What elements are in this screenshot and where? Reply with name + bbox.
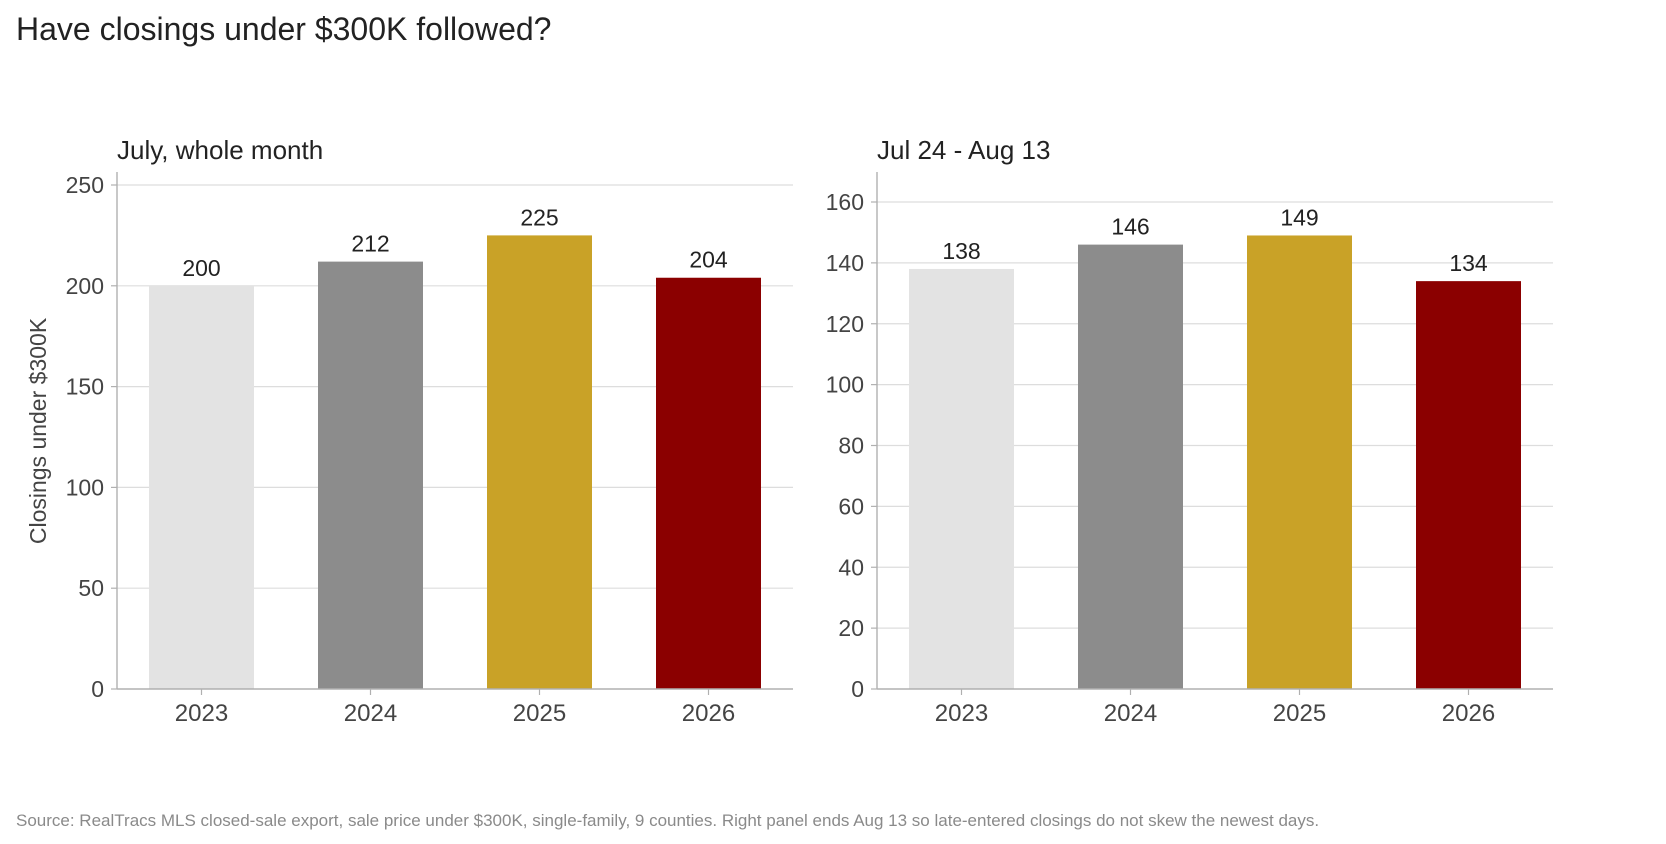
y-tick-label: 100 xyxy=(66,474,104,500)
y-tick-label: 200 xyxy=(66,273,104,299)
chart-panel-1: 200 2023 212 2024 225 2025 204 2026 0 50 100 150 200… xyxy=(25,135,793,727)
data-label-2023: 200 xyxy=(182,255,220,281)
data-label-2023: 138 xyxy=(942,238,980,264)
y-tick-label: 100 xyxy=(826,372,864,398)
x-tick-label-2025: 2025 xyxy=(1273,700,1326,727)
y-tick-label: 0 xyxy=(851,676,864,702)
y-tick-label: 120 xyxy=(826,311,864,337)
bar-2024 xyxy=(318,261,423,689)
data-label-2025: 225 xyxy=(520,204,558,230)
chart-panel-2: 138 2023 146 2024 149 2025 134 2026 0 20 40 60 80 100… xyxy=(826,135,1553,727)
y-tick-label: 250 xyxy=(66,172,104,198)
x-tick-label-2025: 2025 xyxy=(513,700,566,727)
bar-2026 xyxy=(1416,281,1521,689)
bar-2025 xyxy=(487,235,592,689)
data-label-2026: 134 xyxy=(1449,250,1488,276)
chart-title: Have closings under $300K followed? xyxy=(16,11,552,47)
y-tick-label: 20 xyxy=(838,615,864,641)
bar-2025 xyxy=(1247,235,1352,689)
y-tick-label: 0 xyxy=(91,676,104,702)
data-label-2026: 204 xyxy=(689,247,728,273)
x-tick-label-2026: 2026 xyxy=(1442,700,1495,727)
bar-2023 xyxy=(909,268,1014,689)
data-label-2024: 146 xyxy=(1111,214,1149,240)
source-note: Source: RealTracs MLS closed-sale export… xyxy=(16,811,1320,830)
bar-2023 xyxy=(149,285,254,689)
x-tick-label-2024: 2024 xyxy=(344,700,397,727)
x-tick-label-2024: 2024 xyxy=(1104,700,1157,727)
y-tick-label: 160 xyxy=(826,189,864,215)
y-tick-label: 80 xyxy=(838,433,864,459)
x-tick-label-2023: 2023 xyxy=(175,700,228,727)
x-tick-label-2023: 2023 xyxy=(935,700,988,727)
y-axis-label: Closings under $300K xyxy=(25,317,51,544)
bar-2026 xyxy=(656,277,761,689)
bar-2024 xyxy=(1078,244,1183,690)
panel-title-2: Jul 24 - Aug 13 xyxy=(877,135,1050,165)
panel-title-1: July, whole month xyxy=(117,135,323,165)
y-tick-label: 150 xyxy=(66,374,104,400)
x-tick-label-2026: 2026 xyxy=(682,700,735,727)
y-tick-label: 40 xyxy=(838,554,864,580)
y-tick-label: 140 xyxy=(826,250,864,276)
data-label-2025: 149 xyxy=(1280,204,1318,230)
y-tick-label: 50 xyxy=(78,575,104,601)
data-label-2024: 212 xyxy=(351,231,389,257)
y-tick-label: 60 xyxy=(838,493,864,519)
